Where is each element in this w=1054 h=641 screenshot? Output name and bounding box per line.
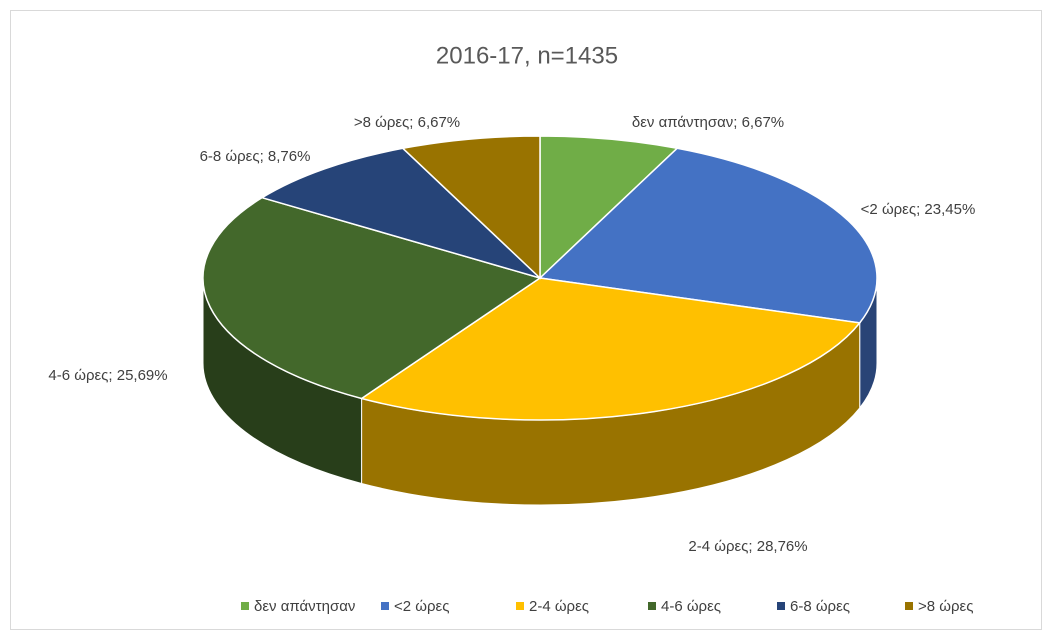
data-label: <2 ώρες; 23,45% [861,201,976,218]
chart-title: 2016-17, n=1435 [436,42,618,69]
data-label: δεν απάντησαν; 6,67% [632,114,784,131]
pie-slice [539,135,679,280]
pie-slice [359,277,862,421]
legend-label: 6-8 ώρες [790,598,850,615]
data-label: 6-8 ώρες; 8,76% [200,148,311,165]
legend-swatch [241,602,249,610]
data-label: 2-4 ώρες; 28,76% [688,538,807,555]
legend-swatch [905,602,913,610]
legend-label: >8 ώρες [918,598,973,615]
legend-label: 4-6 ώρες [661,598,721,615]
legend-label: 2-4 ώρες [529,598,589,615]
legend-swatch [777,602,785,610]
legend-label: δεν απάντησαν [254,598,355,615]
data-label: >8 ώρες; 6,67% [354,114,460,131]
legend-swatch [648,602,656,610]
pie-slice [401,135,541,280]
pie-slice [202,196,542,400]
legend-label: <2 ώρες [394,598,449,615]
legend-swatch [516,602,524,610]
pie-slice [260,147,541,279]
data-label: 4-6 ώρες; 25,69% [48,367,167,384]
legend-swatch [381,602,389,610]
pie-slice [538,147,878,324]
